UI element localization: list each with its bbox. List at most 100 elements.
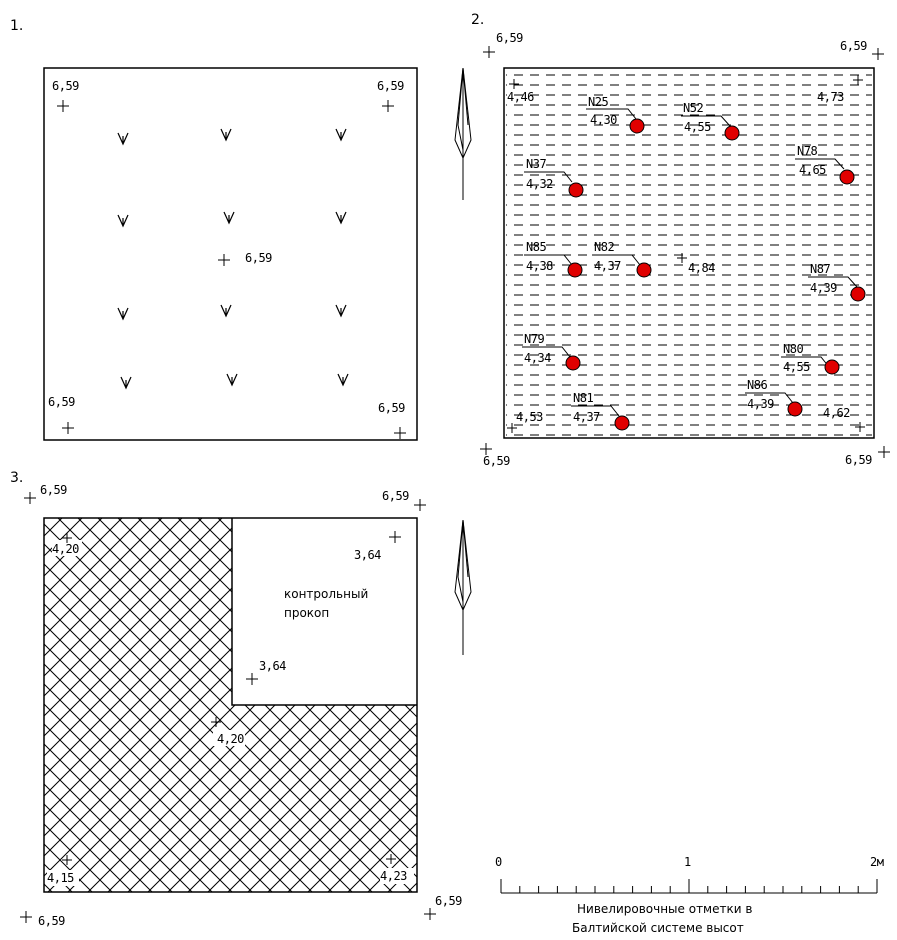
well-marker [568,182,584,198]
p3-inner-mark-br: 4,23 [380,869,407,883]
p1-center-cross [218,254,230,266]
p3-corner-tr-label: 6,59 [382,489,409,503]
p3-corner-bl-label: 6,59 [38,914,65,928]
p3-center-mark-cross [211,717,221,727]
well-value: 4,37 [594,259,621,273]
p2-corner-bl-cross [480,443,492,455]
well-id: N85 [526,240,546,254]
p2-center-mark-cross [677,253,687,263]
well-value: 4,32 [526,177,553,191]
well-value: 4,39 [747,397,774,411]
well-marker [636,262,652,278]
well-id: N78 [797,144,817,158]
p2-inner-mark-tl: 4,46 [507,90,534,104]
well-id: N52 [683,101,703,115]
p2-well-N81: N81 4,37 [571,391,630,431]
well-value: 4,55 [684,120,711,134]
scale-ruler [500,879,878,894]
p1-corner-tl-label: 6,59 [52,79,79,93]
p3-inner-mark-tl-cross [62,533,72,543]
p2-well-N85: N85 4,38 [524,240,583,278]
panel-3: 3. 6,59 6,59 6,59 6,59 4,20 4,15 4,23 4,… [10,470,463,928]
well-id: N87 [810,262,830,276]
panel-3-number: 3. [10,470,23,486]
p1-corner-tl-cross [57,100,69,112]
p2-corner-tr-label: 6,59 [840,39,867,53]
panel-2: 2. 6,59 6,59 6,59 6,59 4,46 4,73 4,53 4,… [471,12,890,468]
p3-pit-mark-2-cross [246,673,258,685]
well-marker [565,355,581,371]
p3-pit-mark-1-cross [389,531,401,543]
panel-1-frame [43,67,418,441]
p2-inner-mark-tr-cross [853,75,863,85]
p3-pit-mark-2: 3,64 [259,659,286,673]
well-value: 4,34 [524,351,551,365]
well-marker [787,401,803,417]
p2-well-N87: N87 4,39 [808,262,866,302]
p2-well-N25: N25 4,30 [586,95,645,134]
well-value: 4,38 [526,259,553,273]
p1-corner-br-cross [394,427,406,439]
p1-grass-symbols [117,128,349,389]
scale-bar: 0 1 2м Нивелировочные отметки в Балтийск… [495,855,884,935]
p2-well-N79: N79 4,34 [522,332,581,371]
p2-inner-mark-tl-cross [509,79,519,89]
p2-well-N52: N52 4,55 [681,101,740,141]
p2-corner-tr-cross [872,48,884,60]
well-value: 4,30 [590,113,617,127]
well-id: N80 [783,342,803,356]
p1-corner-br-label: 6,59 [378,401,405,415]
p2-corner-br-cross [878,446,890,458]
p2-corner-tl-cross [483,46,495,58]
scale-caption-line1: Нивелировочные отметки в [577,902,752,916]
p3-inner-mark-bl-cross [62,855,72,865]
panel-1-number: 1. [10,18,23,34]
p3-pit-mark-1: 3,64 [354,548,381,562]
well-marker [614,415,630,431]
well-value: 4,55 [783,360,810,374]
north-arrow-bottom [454,519,472,655]
p3-corner-tr-cross [414,499,426,511]
well-value: 4,65 [799,163,826,177]
p2-wet-soil-hatch [506,70,872,436]
p3-inner-mark-br-cross [386,854,396,864]
p2-inner-mark-br-cross [855,422,865,432]
scale-tick-label-2: 2м [870,855,884,869]
well-marker [567,262,583,278]
p2-well-N37: N37 4,32 [524,157,584,198]
scale-tick-label-1: 1 [684,855,691,869]
well-id: N37 [526,157,546,171]
scale-caption-line2: Балтийской системе высот [572,921,744,935]
p2-well-N78: N78 4,65 [795,144,855,185]
well-id: N79 [524,332,544,346]
p2-corner-bl-label: 6,59 [483,454,510,468]
p1-corner-tr-cross [382,100,394,112]
p2-well-N82: N82 4,37 [592,240,652,278]
p3-corner-br-label: 6,59 [435,894,462,908]
well-value: 4,37 [573,410,600,424]
panel-2-frame [503,67,875,439]
p3-corner-tl-cross [24,492,36,504]
panel-2-number: 2. [471,12,484,28]
well-id: N82 [594,240,614,254]
well-marker [629,118,645,134]
scale-tick-label-0: 0 [495,855,502,869]
well-marker [724,125,740,141]
p1-center-label: 6,59 [245,251,272,265]
well-value: 4,39 [810,281,837,295]
p2-corner-tl-label: 6,59 [496,31,523,45]
p3-inner-mark-tl: 4,20 [52,542,79,556]
p3-pit-label-line1: контрольный [284,587,368,601]
p3-center-mark: 4,20 [217,732,244,746]
p3-corner-tl-label: 6,59 [40,483,67,497]
well-id: N81 [573,391,593,405]
well-id: N25 [588,95,608,109]
well-marker [850,286,866,302]
p2-well-N80: N80 4,55 [781,342,840,375]
p2-well-N86: N86 4,39 [745,378,803,417]
p2-inner-mark-bl: 4,53 [516,410,543,424]
panel-1: 1. 6,59 6,59 6,59 6,59 6,59 [10,18,418,441]
p2-center-mark: 4,84 [688,261,715,275]
p2-inner-mark-bl-cross [507,423,517,433]
